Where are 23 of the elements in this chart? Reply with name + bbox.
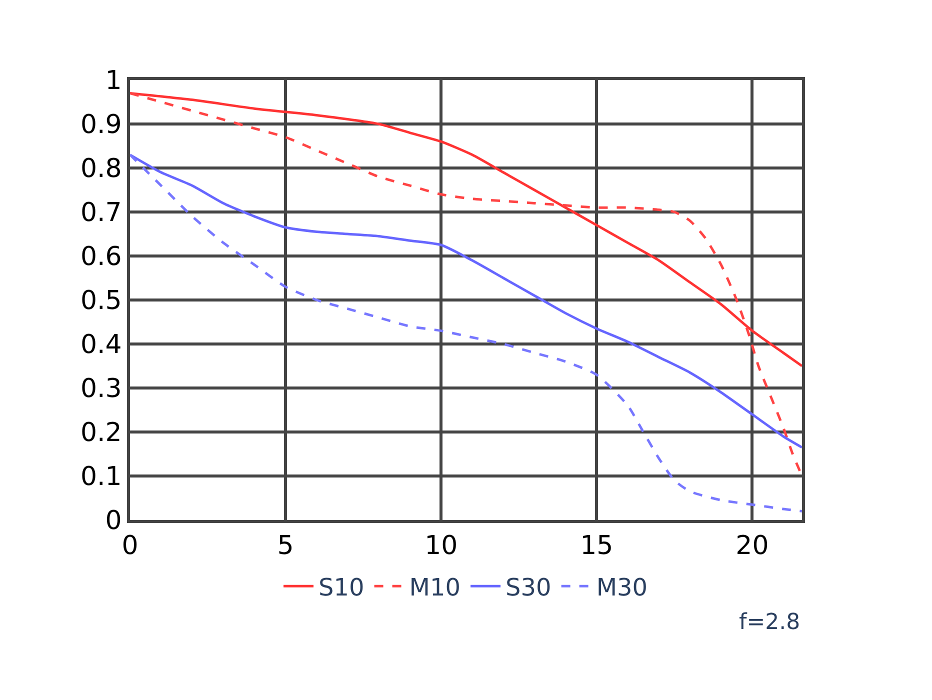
x-tick-label: 15 <box>580 531 614 562</box>
x-tick-label: 20 <box>736 531 769 562</box>
y-tick-label: 0.8 <box>80 154 122 184</box>
legend-label: S10 <box>318 573 364 602</box>
y-tick-label: 0.7 <box>80 198 122 228</box>
y-tick-label: 0.3 <box>80 374 122 404</box>
line-series <box>130 154 802 512</box>
x-tick-label: 10 <box>424 531 458 562</box>
y-tick-label: 0.6 <box>80 242 122 272</box>
y-tick-label: 0.9 <box>80 110 122 140</box>
legend-label: S30 <box>506 573 552 602</box>
legend-label: M10 <box>409 573 461 602</box>
legend-label: M30 <box>596 573 648 602</box>
y-tick-label: 0.2 <box>80 418 122 448</box>
y-tick-label: 0.1 <box>80 462 122 492</box>
line-series <box>130 154 802 449</box>
y-tick-label: 0.4 <box>80 330 122 360</box>
y-tick-label: 0.5 <box>80 286 122 316</box>
line-series <box>130 92 802 368</box>
y-tick-label: 1 <box>105 66 122 96</box>
y-tick-label: 0 <box>105 506 122 536</box>
text: f=2.8 <box>739 610 800 635</box>
x-tick-label: 5 <box>277 531 294 562</box>
